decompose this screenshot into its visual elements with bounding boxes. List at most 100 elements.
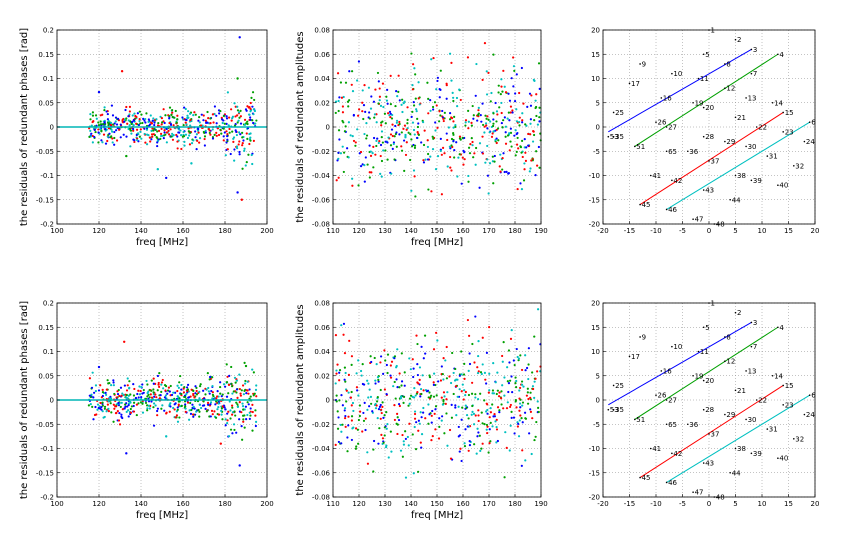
data-point <box>405 141 408 144</box>
antenna-point <box>639 63 641 65</box>
antenna-label: 11 <box>700 75 709 83</box>
data-point <box>228 374 231 377</box>
data-point <box>101 410 104 413</box>
data-point <box>336 427 340 430</box>
data-point <box>384 446 388 449</box>
data-point <box>88 135 91 138</box>
data-point <box>471 144 474 147</box>
data-point <box>173 116 176 119</box>
baseline-line <box>639 112 784 206</box>
data-point <box>517 435 521 438</box>
antenna-label: 45 <box>642 201 651 209</box>
data-point <box>349 134 352 137</box>
data-point <box>390 450 393 453</box>
data-point <box>202 400 205 403</box>
data-point <box>510 410 513 413</box>
x-tick-label: 10 <box>758 500 767 508</box>
data-point <box>337 129 341 132</box>
data-point <box>249 132 252 135</box>
data-point <box>338 96 341 99</box>
antenna-point <box>803 140 806 143</box>
outlier-point <box>165 435 168 438</box>
antenna-point <box>729 198 731 201</box>
data-point <box>369 107 373 110</box>
data-point <box>509 111 512 114</box>
data-point <box>477 370 480 373</box>
data-point <box>375 144 378 148</box>
data-point <box>355 445 358 448</box>
data-point <box>538 120 541 123</box>
data-point <box>402 102 405 105</box>
data-point <box>501 90 504 93</box>
data-point <box>476 435 479 438</box>
data-point <box>492 118 495 121</box>
data-point <box>233 376 237 379</box>
data-point <box>199 383 202 386</box>
data-point <box>393 355 397 358</box>
data-point <box>223 131 226 134</box>
data-point <box>172 124 175 127</box>
data-point <box>246 380 249 383</box>
data-point <box>364 428 367 432</box>
data-point <box>449 381 453 385</box>
data-point <box>136 112 139 115</box>
data-point <box>433 372 436 375</box>
data-point <box>381 437 385 440</box>
data-point <box>164 133 167 136</box>
data-point <box>442 357 445 360</box>
data-point <box>476 371 480 375</box>
data-point <box>393 380 396 384</box>
data-point <box>177 386 180 389</box>
data-point <box>397 418 401 422</box>
data-point <box>503 394 506 397</box>
data-point <box>156 407 159 410</box>
data-point <box>417 122 420 125</box>
data-point <box>337 440 340 444</box>
data-point <box>415 421 418 424</box>
data-point <box>97 389 101 392</box>
data-point <box>422 143 426 147</box>
data-point <box>384 359 387 362</box>
data-point <box>152 117 155 120</box>
data-point <box>464 119 468 122</box>
data-point <box>432 348 436 351</box>
data-point <box>225 117 229 120</box>
data-point <box>122 393 125 397</box>
antenna-point <box>649 447 652 450</box>
antenna-point <box>665 126 668 128</box>
data-point <box>398 99 401 102</box>
x-tick-label: 20 <box>811 227 820 235</box>
data-point <box>334 443 337 446</box>
data-point <box>150 379 153 382</box>
data-point <box>413 144 417 147</box>
data-point <box>226 422 229 425</box>
data-point <box>184 133 188 136</box>
antenna-label: 29 <box>726 138 735 146</box>
data-point <box>494 101 497 105</box>
antenna-point <box>777 326 779 329</box>
data-point <box>428 376 432 379</box>
data-point <box>187 110 190 113</box>
antenna-point <box>724 360 726 363</box>
data-point <box>411 145 414 148</box>
data-point <box>472 412 476 415</box>
data-point <box>144 401 148 405</box>
data-point <box>492 124 495 128</box>
data-point <box>234 115 237 118</box>
data-point <box>529 391 532 394</box>
data-point <box>394 124 397 128</box>
antenna-label: 2 <box>737 309 741 317</box>
data-point <box>514 376 517 379</box>
data-point <box>152 377 155 380</box>
antenna-label: 44 <box>732 469 741 477</box>
data-point <box>212 395 215 398</box>
data-point <box>114 116 118 119</box>
data-point <box>459 98 462 102</box>
data-point <box>254 414 257 417</box>
data-point <box>477 431 480 434</box>
data-point <box>344 125 347 128</box>
data-point <box>155 396 158 399</box>
data-point <box>507 172 511 175</box>
data-point <box>449 457 453 460</box>
y-tick-label: 15 <box>591 324 600 332</box>
